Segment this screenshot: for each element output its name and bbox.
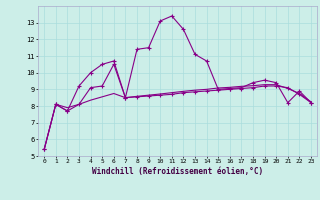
X-axis label: Windchill (Refroidissement éolien,°C): Windchill (Refroidissement éolien,°C) bbox=[92, 167, 263, 176]
